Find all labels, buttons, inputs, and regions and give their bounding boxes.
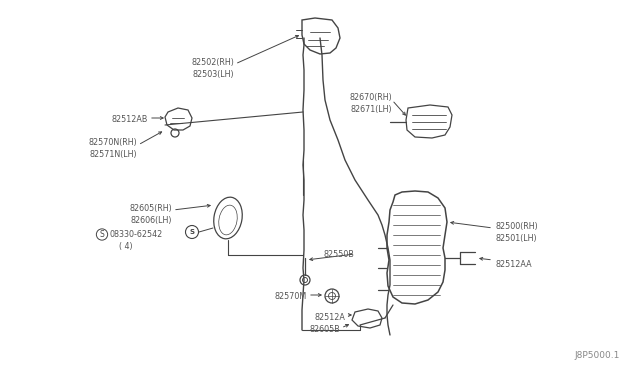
Text: 08330-62542: 08330-62542 (110, 230, 163, 239)
Text: S: S (100, 230, 104, 239)
Text: 82671(LH): 82671(LH) (350, 105, 392, 114)
Text: J8P5000.1: J8P5000.1 (575, 351, 620, 360)
Text: 82512AB: 82512AB (111, 115, 148, 124)
Text: ( 4): ( 4) (119, 242, 132, 251)
Text: 82571N(LH): 82571N(LH) (90, 150, 137, 159)
Text: 82512AA: 82512AA (495, 260, 532, 269)
Text: 82570M: 82570M (275, 292, 307, 301)
Text: 82670(RH): 82670(RH) (349, 93, 392, 102)
Text: 82605(RH): 82605(RH) (129, 204, 172, 213)
Text: 82501(LH): 82501(LH) (495, 234, 536, 243)
Text: 82503(LH): 82503(LH) (193, 70, 234, 79)
Text: 82605B: 82605B (309, 325, 340, 334)
Text: 82570N(RH): 82570N(RH) (88, 138, 137, 147)
Text: 82512A: 82512A (314, 313, 345, 322)
Text: 82606(LH): 82606(LH) (131, 216, 172, 225)
Text: S: S (189, 229, 195, 235)
Text: 82500(RH): 82500(RH) (495, 222, 538, 231)
Text: 82550B: 82550B (323, 250, 354, 259)
Text: 82502(RH): 82502(RH) (191, 58, 234, 67)
